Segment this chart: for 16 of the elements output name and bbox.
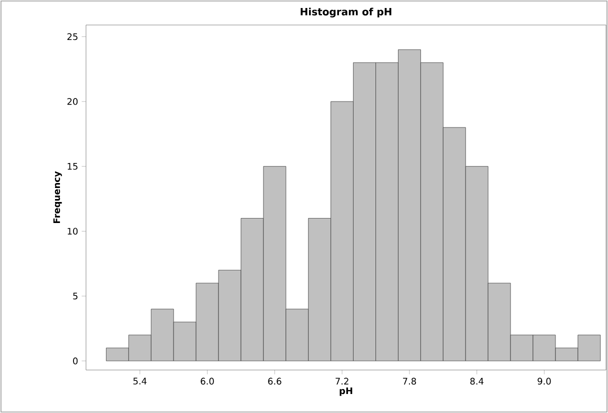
- chart-title: Histogram of pH: [300, 8, 392, 18]
- y-tick-label: 0: [73, 358, 78, 364]
- x-tick-label: 9.0: [538, 378, 551, 385]
- y-tick-label: 10: [68, 228, 78, 235]
- x-tick-label: 6.6: [268, 378, 282, 385]
- x-tick-label: 7.8: [403, 378, 416, 385]
- y-axis-title: Frequency: [53, 171, 62, 224]
- y-tick-label: 20: [67, 98, 78, 105]
- x-tick-label: 6.0: [200, 378, 214, 385]
- y-tick-label: 15: [68, 163, 78, 170]
- x-tick-label: 8.4: [470, 378, 484, 385]
- x-tick-label: 5.4: [133, 378, 147, 384]
- x-tick-label: 7.2: [336, 378, 348, 384]
- y-tick-label: 25: [67, 33, 78, 40]
- y-tick-label: 5: [73, 292, 78, 300]
- x-axis-title: pH: [340, 387, 352, 396]
